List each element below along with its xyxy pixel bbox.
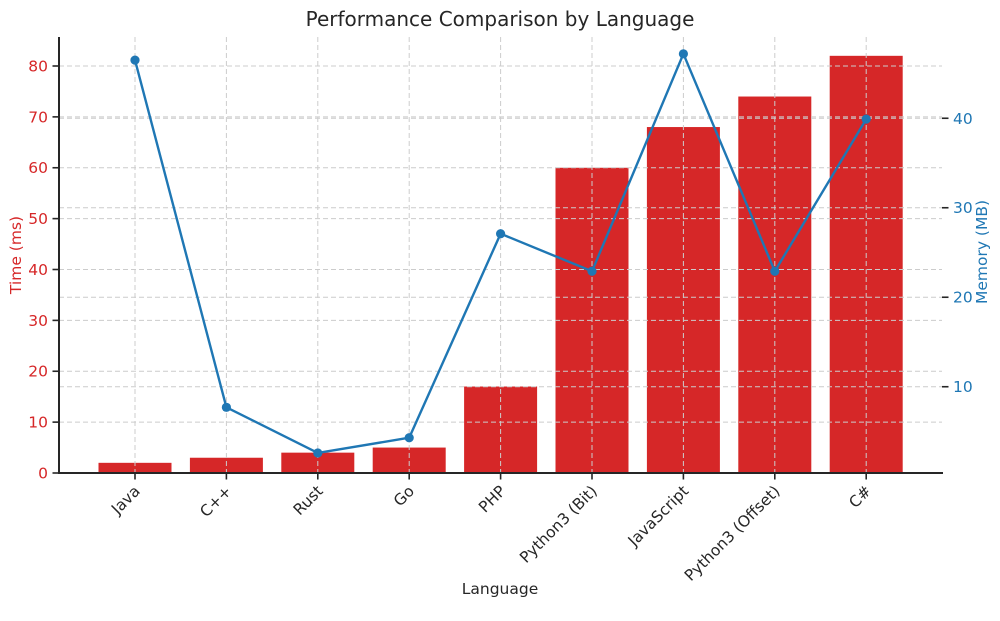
right-y-axis-title: Memory (MB)	[973, 199, 991, 305]
memory-point-javascript	[678, 49, 689, 59]
left-tick-label: 0	[38, 465, 48, 483]
x-tick-label-rust: Rust	[290, 482, 327, 519]
x-axis-title: Language	[461, 580, 539, 598]
chart-title: Performance Comparison by Language	[305, 7, 695, 31]
left-tick-label: 30	[28, 312, 48, 330]
left-tick-label: 20	[28, 363, 48, 381]
memory-point-python3-offset-	[770, 266, 780, 276]
right-tick-label: 30	[953, 199, 973, 217]
left-y-axis-title: Time (ms)	[7, 215, 25, 295]
memory-point-python3-bit-	[587, 266, 597, 276]
left-tick-label: 60	[28, 159, 48, 177]
left-tick-label: 80	[28, 57, 48, 75]
x-tick-label-c-: C#	[845, 482, 875, 512]
x-tick-label-c-: C++	[196, 482, 235, 521]
bar-java	[98, 462, 172, 473]
memory-point-go	[404, 433, 414, 443]
x-tick-label-go: Go	[390, 482, 418, 510]
left-tick-label: 40	[28, 261, 48, 279]
memory-point-c-	[221, 402, 231, 412]
left-tick-label: 70	[28, 108, 48, 126]
x-tick-label-python3-offset-: Python3 (Offset)	[681, 482, 784, 585]
x-tick-label-java: Java	[107, 482, 144, 519]
right-tick-label: 20	[953, 289, 973, 307]
left-tick-label: 10	[28, 414, 48, 432]
right-tick-label: 10	[953, 378, 973, 396]
right-tick-label: 40	[953, 110, 973, 128]
memory-point-php	[496, 229, 506, 239]
bar-go	[372, 447, 446, 473]
memory-point-c-	[861, 114, 871, 124]
memory-point-java	[130, 55, 140, 65]
x-tick-label-javascript: JavaScript	[624, 482, 692, 550]
gridlines	[59, 37, 942, 473]
x-tick-label-python3-bit-: Python3 (Bit)	[516, 482, 601, 567]
left-tick-label: 50	[28, 210, 48, 228]
tick-marks	[52, 65, 949, 480]
memory-point-rust	[313, 448, 323, 458]
memory-line-markers	[130, 49, 871, 458]
x-tick-label-php: PHP	[475, 482, 509, 516]
